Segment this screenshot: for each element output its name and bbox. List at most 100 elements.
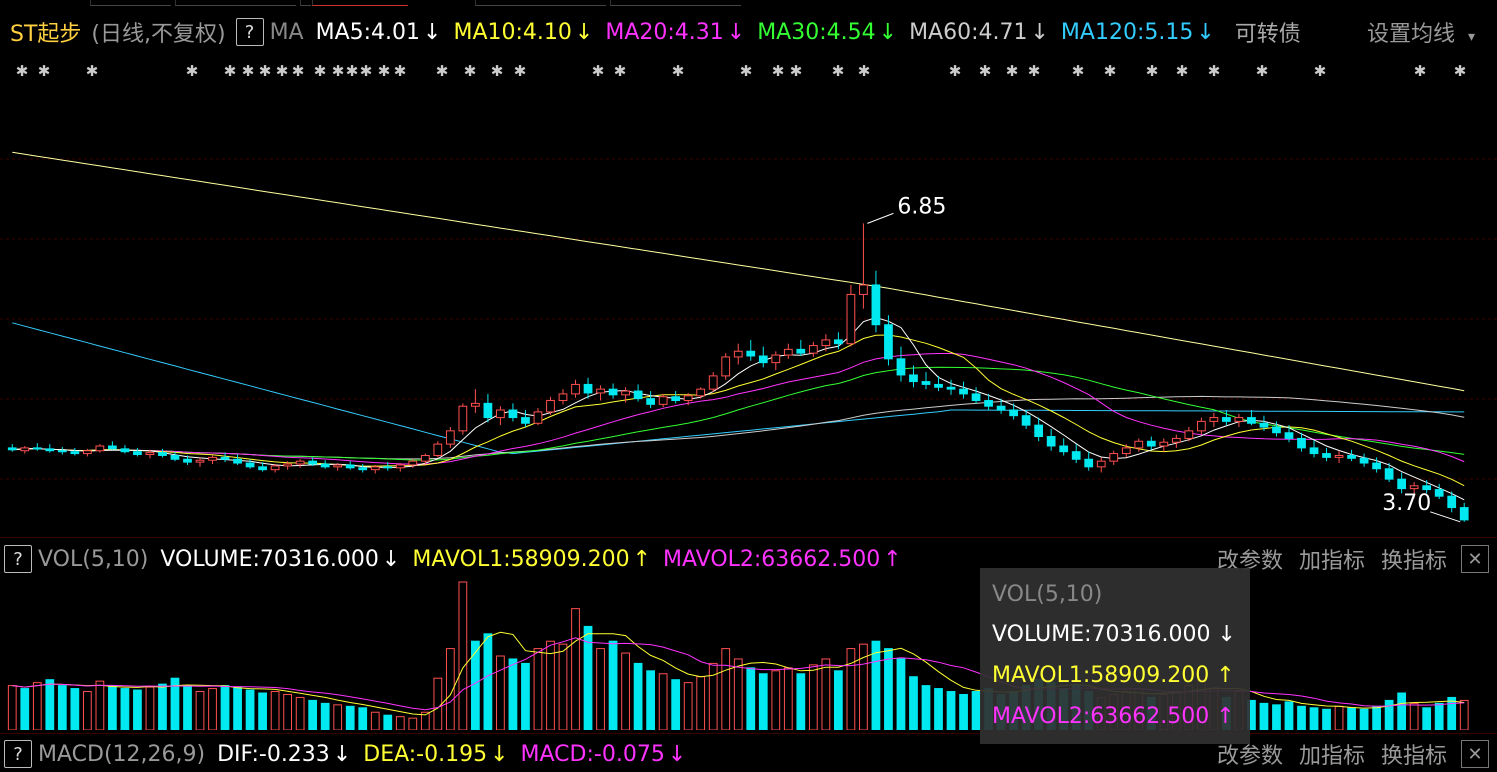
- volume-bar: [7, 685, 17, 730]
- candle-body: [1284, 432, 1294, 439]
- ma250-line: [12, 151, 1465, 392]
- candle-body: [370, 466, 380, 471]
- volume-bar: [671, 679, 681, 730]
- volume-bar: [521, 662, 530, 730]
- candle-body: [1134, 440, 1144, 449]
- macd-change-params-button[interactable]: 改参数: [1216, 744, 1283, 769]
- candle-body: [934, 383, 943, 388]
- vol-add-indicator-button[interactable]: 加指标: [1298, 549, 1365, 574]
- candle-body: [20, 447, 30, 452]
- candle-body: [796, 348, 806, 354]
- macd-dif: DIF:-0.233: [217, 741, 330, 767]
- volume-bar: [370, 711, 380, 730]
- vol-tooltip: VOL(5,10) VOLUME:70316.000 ↓ MAVOL1:5890…: [980, 568, 1250, 744]
- candle-body: [195, 459, 205, 463]
- candle-body: [733, 350, 743, 358]
- volume-bar: [546, 640, 555, 730]
- event-marker-icon: ✱: [464, 62, 477, 80]
- candle-body: [646, 398, 656, 405]
- candle-body: [821, 339, 831, 347]
- volume-bar: [1409, 702, 1419, 730]
- ma-value-0: MA5:4.01: [315, 19, 421, 45]
- volume-bar: [721, 648, 731, 730]
- ma30-line: [12, 366, 1465, 461]
- volume-bar: [270, 691, 280, 730]
- vol-help-button[interactable]: ?: [4, 545, 32, 573]
- candle-body: [783, 348, 793, 356]
- macd-help-button[interactable]: ?: [4, 740, 32, 768]
- ma-help-button[interactable]: ?: [235, 18, 264, 46]
- volume-bar: [1384, 699, 1394, 730]
- candle-body: [158, 452, 167, 456]
- candle-body: [145, 452, 155, 456]
- volume-bar: [383, 714, 393, 730]
- candle-body: [1222, 417, 1231, 422]
- candle-body: [1171, 437, 1181, 443]
- ma-settings-button[interactable]: 设置均线 ▾: [1367, 16, 1475, 48]
- macd-close-icon[interactable]: ✕: [1461, 740, 1489, 768]
- candle-body: [909, 374, 918, 383]
- top-tab-5[interactable]: [610, 0, 741, 6]
- candle-body: [433, 443, 443, 456]
- macd-add-indicator-button[interactable]: 加指标: [1298, 744, 1365, 769]
- event-marker-icon: ✱: [979, 62, 992, 80]
- volume-bar: [183, 685, 192, 730]
- candle-body: [420, 454, 430, 462]
- volume-bar: [1284, 701, 1294, 730]
- top-tab-4[interactable]: [475, 0, 606, 6]
- candle-body: [608, 388, 618, 396]
- ma-value-3: MA30:4.54: [757, 19, 876, 45]
- volume-bar: [959, 693, 968, 730]
- event-marker-icon: ✱: [314, 62, 327, 80]
- volume-bar: [333, 704, 343, 730]
- candle-body: [946, 386, 956, 390]
- candle-body: [383, 466, 393, 469]
- price-chart[interactable]: 6.85 3.70: [0, 86, 1497, 536]
- vol-close-icon[interactable]: ✕: [1461, 545, 1489, 573]
- event-marker-icon: ✱: [1208, 62, 1221, 80]
- volume-bar: [583, 625, 593, 730]
- tooltip-volume-arrow: ↓: [1217, 622, 1236, 647]
- volume-bar: [658, 673, 668, 730]
- tooltip-mavol2-text: MAVOL2:63662.500: [992, 704, 1210, 729]
- top-tab-0[interactable]: [90, 0, 171, 6]
- vol-mavol2-arrow: ↑: [883, 546, 902, 572]
- candle-body: [1422, 485, 1432, 491]
- volume-bar: [245, 689, 255, 730]
- volume-bar: [808, 664, 818, 730]
- candle-body: [1347, 454, 1356, 459]
- macd-tools: 改参数 加指标 换指标: [1217, 738, 1447, 770]
- volume-bar: [696, 676, 706, 730]
- volume-chart[interactable]: [0, 580, 1497, 730]
- event-marker-icon: ✱: [491, 62, 504, 80]
- event-marker-icon: ✱: [1256, 62, 1269, 80]
- stock-name[interactable]: ST起步: [10, 22, 82, 47]
- candle-body: [896, 358, 906, 376]
- candle-body: [871, 284, 881, 326]
- candle-body: [471, 402, 480, 407]
- vol-mavol2: MAVOL2:63662.500: [663, 546, 881, 572]
- candle-body: [1297, 437, 1306, 449]
- candle-body: [1397, 478, 1407, 490]
- volume-bar: [1359, 708, 1369, 730]
- top-tab-3[interactable]: [312, 0, 408, 6]
- volume-bar: [646, 670, 656, 730]
- vol-mavol1-arrow: ↑: [632, 546, 652, 572]
- candle-body: [1359, 457, 1369, 464]
- candle-body: [1309, 447, 1319, 455]
- volume-bar: [1372, 705, 1381, 730]
- ma-arrow-0: ↓: [423, 19, 442, 45]
- volume-bar: [220, 685, 230, 730]
- top-tab-2[interactable]: [300, 0, 311, 6]
- ma5-line: [12, 316, 1465, 501]
- macd-switch-indicator-button[interactable]: 换指标: [1380, 744, 1447, 769]
- convertible-bond-link[interactable]: 可转债: [1234, 22, 1301, 47]
- candle-body: [521, 417, 530, 424]
- vol-header: ? VOL(5,10) VOLUME:70316.000 ↓ MAVOL1:58…: [0, 541, 1497, 577]
- vol-switch-indicator-button[interactable]: 换指标: [1380, 549, 1447, 574]
- volume-bar: [1397, 692, 1407, 730]
- volume-bar: [846, 648, 856, 730]
- candle-body: [558, 393, 568, 402]
- top-tab-1[interactable]: [175, 0, 296, 6]
- ma20-line: [12, 353, 1465, 465]
